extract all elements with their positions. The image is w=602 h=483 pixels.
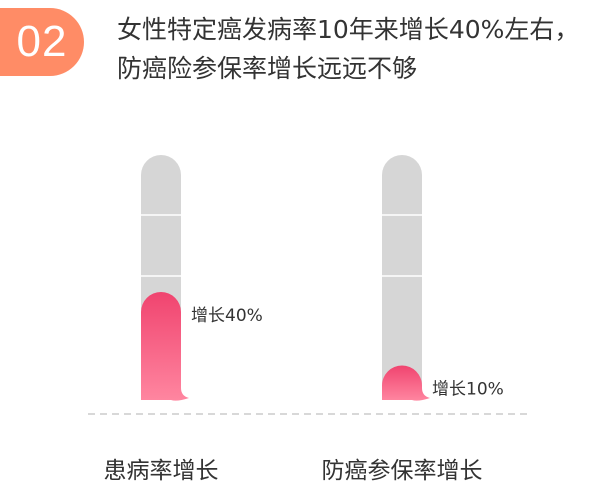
data-label: 增长40% (191, 306, 263, 326)
thermometer-fill-bar (382, 365, 430, 401)
headline-text: 女性特定癌发病率10年来增长40%左右，防癌险参保率增长远远不够 (117, 15, 580, 83)
section-number-badge: 02 (0, 8, 84, 76)
thermometer-fill-bar (141, 292, 189, 401)
category-label: 患病率增长 (104, 458, 219, 483)
category-label: 防癌参保率增长 (322, 458, 483, 483)
section-number: 02 (16, 17, 68, 66)
data-label: 增长10% (432, 380, 504, 400)
thermometer-tube (382, 155, 422, 400)
